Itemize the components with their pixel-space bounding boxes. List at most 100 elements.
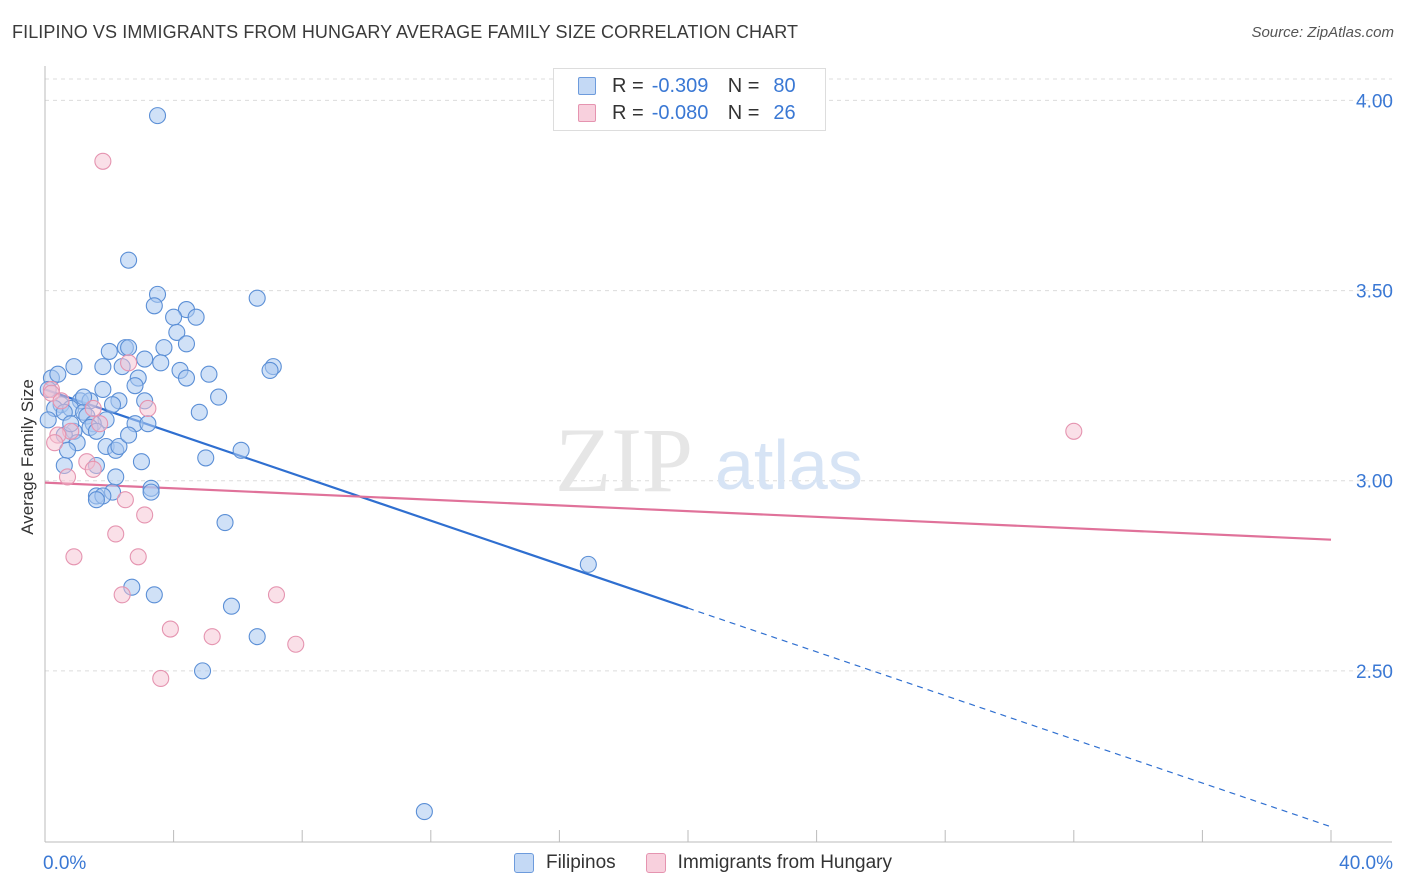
legend-swatch-blue bbox=[513, 853, 534, 873]
filipino-point bbox=[148, 107, 167, 125]
filipino-point bbox=[197, 449, 215, 467]
filipino-point bbox=[65, 358, 83, 376]
filipino-point bbox=[165, 308, 183, 326]
legend-swatch-pink bbox=[645, 853, 666, 873]
legend-r-value: -0.309 bbox=[651, 74, 709, 97]
legend-r-value: -0.080 bbox=[651, 101, 709, 124]
legend-row-hungary: R = -0.080 N = 26 bbox=[578, 101, 796, 125]
series-legend: Filipinos Immigrants from Hungary bbox=[0, 852, 1406, 874]
hungary-point bbox=[65, 548, 83, 566]
hungary-point bbox=[287, 635, 305, 653]
filipino-point bbox=[155, 339, 173, 357]
filipino-point bbox=[139, 415, 157, 433]
stats-legend: R = -0.309 N = 80 R = -0.080 N = 26 bbox=[553, 68, 826, 131]
legend-n-label: N = bbox=[727, 74, 760, 97]
filipino-point bbox=[177, 369, 196, 387]
legend-n-label: N = bbox=[727, 101, 760, 124]
filipino-point bbox=[120, 251, 138, 269]
filipino-point bbox=[248, 289, 266, 307]
filipino-point bbox=[200, 365, 218, 383]
hungary-point bbox=[161, 620, 179, 638]
filipino-point bbox=[120, 339, 138, 357]
hungary-point bbox=[203, 628, 221, 646]
y-axis-label: Average Family Size bbox=[18, 379, 37, 535]
legend-item-hungary[interactable]: Immigrants from Hungary bbox=[645, 852, 893, 874]
filipino-point bbox=[193, 662, 212, 680]
chart-title: FILIPINO VS IMMIGRANTS FROM HUNGARY AVER… bbox=[12, 22, 799, 42]
points-layer bbox=[39, 107, 1083, 821]
hungary-point bbox=[113, 586, 131, 604]
filipino-point bbox=[107, 468, 125, 486]
filipino-point bbox=[187, 308, 205, 326]
filipino-point bbox=[100, 342, 118, 360]
source-label: Source: ZipAtlas.com bbox=[1251, 24, 1394, 41]
filipino-point bbox=[136, 350, 154, 368]
watermark: ZIP atlas bbox=[555, 409, 863, 511]
hungary-point bbox=[116, 491, 134, 509]
legend-r-label: R = bbox=[612, 74, 644, 97]
legend-label-filipinos: Filipinos bbox=[545, 852, 616, 873]
watermark-zip: ZIP bbox=[555, 409, 693, 511]
filipino-point bbox=[120, 426, 138, 444]
filipino-point bbox=[94, 358, 112, 376]
hungary-point bbox=[84, 460, 102, 478]
legend-r-label: R = bbox=[612, 101, 644, 124]
hungary-point bbox=[267, 586, 286, 604]
filipino-point bbox=[222, 597, 241, 615]
filipino-point bbox=[168, 323, 186, 341]
x-tick-label: 0.0% bbox=[43, 853, 86, 874]
hungary-point bbox=[91, 415, 109, 433]
hungary-point bbox=[139, 399, 157, 418]
filipino-point bbox=[145, 586, 163, 604]
legend-item-filipinos[interactable]: Filipinos bbox=[513, 852, 616, 874]
filipino-point bbox=[103, 396, 122, 414]
hungary-point bbox=[107, 525, 125, 543]
hungary-point bbox=[152, 669, 170, 688]
axis-layer bbox=[44, 66, 1392, 843]
filipino-point bbox=[132, 453, 150, 471]
legend-swatch-pink bbox=[578, 104, 596, 122]
filipino-point bbox=[75, 388, 93, 406]
trend-line-hungary bbox=[44, 481, 1332, 541]
y-tick-label: 2.50 bbox=[1356, 662, 1393, 683]
x-tick-label: 40.0% bbox=[1339, 853, 1393, 874]
filipino-point bbox=[126, 377, 144, 395]
legend-swatch-blue bbox=[578, 77, 596, 95]
y-tick-label: 3.50 bbox=[1356, 282, 1393, 303]
filipino-point bbox=[87, 491, 105, 509]
legend-n-value: 80 bbox=[773, 74, 796, 97]
filipino-point bbox=[110, 437, 128, 456]
hungary-point bbox=[46, 434, 64, 452]
hungary-point bbox=[136, 506, 154, 524]
filipino-point bbox=[142, 483, 160, 501]
filipino-point bbox=[579, 555, 597, 573]
hungary-point bbox=[129, 548, 147, 566]
filipino-point bbox=[216, 514, 234, 532]
tick-labels: 2.50 3.00 3.50 4.00 0.0% 40.0% bbox=[43, 91, 1393, 874]
filipino-point bbox=[248, 628, 266, 646]
hungary-point bbox=[120, 354, 138, 372]
filipino-point bbox=[415, 803, 433, 821]
grid-layer bbox=[45, 78, 1392, 672]
hungary-point bbox=[58, 468, 77, 486]
trend-line-filipinos-extension bbox=[687, 607, 1332, 828]
hungary-point bbox=[1065, 422, 1083, 440]
filipino-point bbox=[39, 411, 57, 429]
filipino-point bbox=[145, 297, 163, 315]
y-tick-label: 3.00 bbox=[1356, 472, 1393, 493]
legend-label-hungary: Immigrants from Hungary bbox=[677, 852, 893, 873]
filipino-point bbox=[152, 354, 170, 372]
filipino-point bbox=[190, 403, 208, 421]
filipino-point bbox=[210, 388, 228, 406]
hungary-point bbox=[94, 152, 112, 170]
hungary-point bbox=[84, 399, 102, 418]
watermark-atlas: atlas bbox=[715, 426, 863, 504]
filipino-point bbox=[177, 335, 196, 353]
legend-n-value: 26 bbox=[773, 101, 796, 124]
filipino-point bbox=[232, 441, 250, 459]
filipino-point bbox=[49, 365, 67, 383]
filipino-point bbox=[94, 380, 112, 398]
y-tick-label: 4.00 bbox=[1356, 91, 1393, 112]
filipino-point bbox=[261, 361, 279, 379]
